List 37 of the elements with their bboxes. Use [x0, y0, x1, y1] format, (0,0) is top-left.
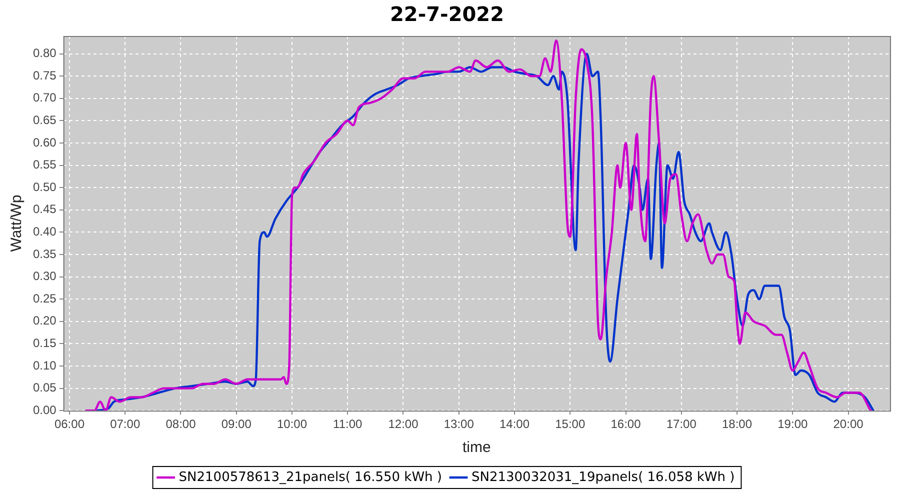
y-tick-label: 0.15: [32, 336, 57, 350]
legend-label: SN2130032031_19panels( 16.058 kWh ): [472, 470, 735, 485]
y-tick-label: 0.75: [32, 68, 57, 82]
x-tick-label: 06:00: [54, 417, 85, 432]
x-tick-label: 07:00: [110, 417, 140, 432]
y-tick-label: 0.20: [32, 314, 57, 328]
y-tick-label: 0.45: [32, 202, 57, 216]
x-tick-label: 20:00: [833, 417, 864, 432]
x-tick-label: 15:00: [555, 417, 586, 432]
y-tick-label: 0.10: [32, 358, 57, 372]
x-tick-label: 10:00: [276, 417, 308, 432]
legend-label: SN2100578613_21panels( 16.550 kWh ): [178, 470, 442, 485]
y-tick-label: 0.00: [32, 402, 57, 417]
x-tick-label: 17:00: [666, 417, 697, 432]
y-axis-title: Watt/Wp: [8, 194, 26, 252]
x-tick-label: 12:00: [388, 417, 419, 432]
x-tick-label: 09:00: [221, 417, 252, 432]
y-tick-label: 0.50: [32, 180, 57, 194]
y-tick-label: 0.25: [32, 291, 57, 306]
x-tick-label: 08:00: [166, 417, 196, 432]
x-tick-label: 19:00: [778, 417, 808, 432]
y-tick-label: 0.65: [32, 113, 57, 128]
y-tick-label: 0.35: [32, 246, 57, 261]
y-tick-label: 0.60: [32, 135, 57, 150]
y-tick-label: 0.05: [32, 380, 57, 395]
y-tick-label: 0.80: [32, 46, 57, 60]
x-tick-label: 13:00: [444, 417, 474, 432]
y-tick-label: 0.30: [32, 269, 57, 284]
x-tick-label: 14:00: [499, 417, 530, 432]
x-tick-label: 11:00: [333, 417, 363, 432]
y-tick-label: 0.40: [32, 224, 57, 239]
chart-title: 22-7-2022: [390, 2, 504, 26]
x-tick-label: 18:00: [722, 417, 752, 432]
x-tick-label: 16:00: [610, 417, 642, 432]
x-axis-title: time: [462, 439, 491, 456]
y-tick-label: 0.70: [32, 90, 57, 105]
y-tick-label: 0.55: [32, 158, 57, 172]
